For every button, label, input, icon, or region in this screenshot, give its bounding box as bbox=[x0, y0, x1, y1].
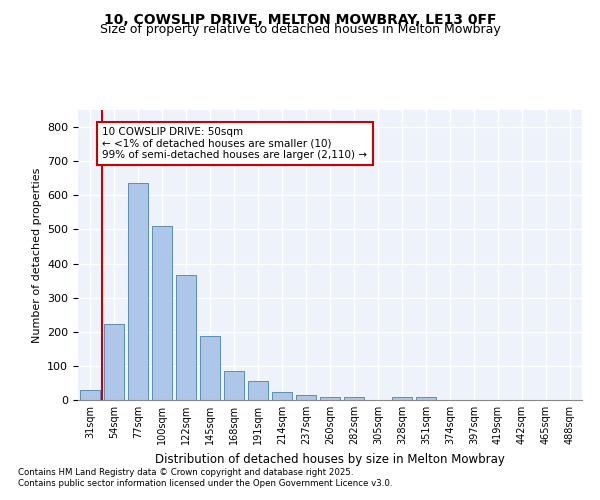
Text: Contains HM Land Registry data © Crown copyright and database right 2025.
Contai: Contains HM Land Registry data © Crown c… bbox=[18, 468, 392, 487]
Bar bbox=[344, 398, 364, 400]
Bar bbox=[152, 226, 172, 400]
Text: Size of property relative to detached houses in Melton Mowbray: Size of property relative to detached ho… bbox=[100, 22, 500, 36]
Bar bbox=[320, 396, 340, 400]
Bar bbox=[296, 395, 316, 400]
Text: 10, COWSLIP DRIVE, MELTON MOWBRAY, LE13 0FF: 10, COWSLIP DRIVE, MELTON MOWBRAY, LE13 … bbox=[104, 12, 496, 26]
Text: 10 COWSLIP DRIVE: 50sqm
← <1% of detached houses are smaller (10)
99% of semi-de: 10 COWSLIP DRIVE: 50sqm ← <1% of detache… bbox=[103, 127, 367, 160]
Bar bbox=[392, 398, 412, 400]
Bar bbox=[224, 371, 244, 400]
Bar bbox=[416, 398, 436, 400]
Y-axis label: Number of detached properties: Number of detached properties bbox=[32, 168, 41, 342]
Bar bbox=[80, 390, 100, 400]
X-axis label: Distribution of detached houses by size in Melton Mowbray: Distribution of detached houses by size … bbox=[155, 452, 505, 466]
Bar bbox=[128, 184, 148, 400]
Bar bbox=[176, 276, 196, 400]
Bar bbox=[272, 392, 292, 400]
Bar bbox=[248, 381, 268, 400]
Bar bbox=[200, 336, 220, 400]
Bar bbox=[104, 324, 124, 400]
